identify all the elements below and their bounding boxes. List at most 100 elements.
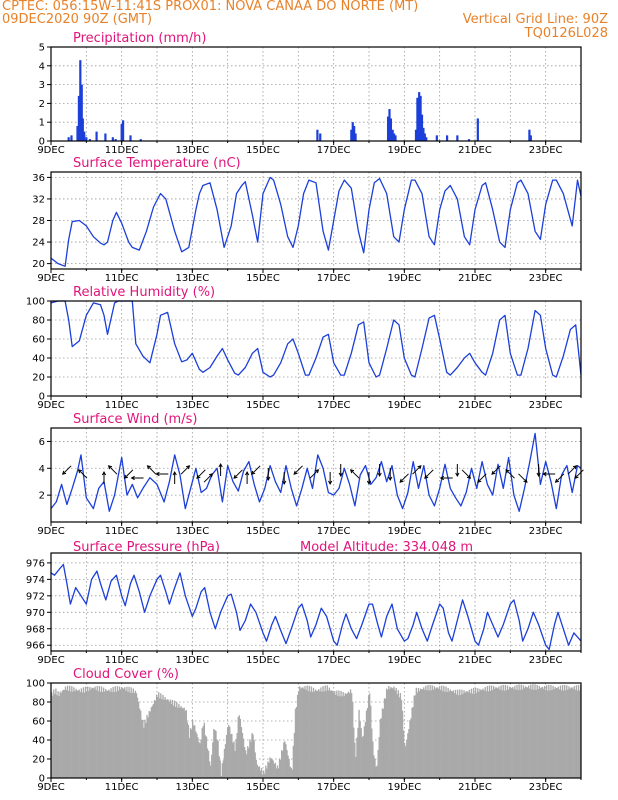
cloud-bar xyxy=(255,759,257,778)
cloud-bar xyxy=(425,685,427,778)
cloud-bar xyxy=(467,692,469,778)
cloud-bar xyxy=(120,687,123,778)
cloud-bar xyxy=(217,740,219,778)
precip-bar xyxy=(420,114,424,141)
cloud-bar xyxy=(166,699,168,778)
cloud-bar xyxy=(495,687,497,778)
precip-bar xyxy=(456,135,459,141)
wind-arrow-head xyxy=(399,478,404,483)
precip-bar xyxy=(389,118,393,141)
cloud-bar xyxy=(106,690,108,778)
cloud-bar xyxy=(278,758,281,778)
cloud-bar xyxy=(454,689,457,778)
y-tick-label: 20 xyxy=(32,373,45,384)
cloud-bar xyxy=(538,686,540,778)
wind-arrow-head xyxy=(417,465,422,470)
cloud-bar xyxy=(531,689,533,778)
cloud-bar xyxy=(449,689,451,778)
cloud-bar xyxy=(137,701,140,778)
cloud-bar xyxy=(168,701,171,778)
x-tick-label: 19DEC xyxy=(387,145,421,156)
cloud-bar xyxy=(395,687,397,778)
cloud-bar xyxy=(394,690,396,778)
x-tick-label: 13DEC xyxy=(175,526,209,537)
cloud-bar xyxy=(244,750,247,778)
cloud-bar xyxy=(322,686,324,778)
cloud-bar xyxy=(109,691,111,778)
cloud-bar xyxy=(383,698,386,778)
cloud-bar xyxy=(234,751,236,778)
panel-3: 2 4 6 9DEC 11DEC 13DEC 15DEC 17DEC 19DEC 21DEC 23D… xyxy=(37,412,584,537)
precip-bar xyxy=(79,60,82,141)
cloud-bar xyxy=(314,689,317,778)
cloud-bar xyxy=(350,693,353,778)
cloud-bar xyxy=(505,690,508,778)
cloud-bar xyxy=(348,693,351,778)
cloud-bar xyxy=(385,688,388,778)
wind-arrow xyxy=(203,473,214,483)
cloud-bar xyxy=(292,745,295,778)
cloud-bar xyxy=(352,701,354,778)
cloud-bar xyxy=(334,691,336,778)
x-tick-label: 15DEC xyxy=(246,655,280,666)
y-tick-label: 972 xyxy=(26,591,45,602)
cloud-bar xyxy=(403,742,406,778)
cloud-bar xyxy=(547,690,549,778)
cloud-bar xyxy=(203,722,205,778)
cloud-bar xyxy=(82,687,85,778)
cloud-bar xyxy=(452,690,455,778)
y-tick-label: 1 xyxy=(39,118,45,129)
cloud-bar xyxy=(231,733,233,778)
y-tick-label: 40 xyxy=(32,354,45,365)
cloud-bar xyxy=(549,690,551,778)
wind-arrow-shaft xyxy=(196,469,206,479)
cloud-bar xyxy=(366,708,369,778)
cloud-bar xyxy=(577,684,580,778)
precip-bar xyxy=(394,135,397,141)
precip-bar xyxy=(316,129,319,141)
cloud-bar xyxy=(559,685,562,778)
cloud-bar xyxy=(126,686,128,778)
cloud-bar xyxy=(573,686,575,778)
x-tick-label: 11DEC xyxy=(105,273,139,284)
cloud-bar xyxy=(272,760,274,778)
x-tick-label: 11DEC xyxy=(105,526,139,537)
cloud-bar xyxy=(438,686,441,778)
x-tick-label: 17DEC xyxy=(317,655,351,666)
y-tick-label: 4 xyxy=(39,464,45,475)
precip-bar xyxy=(435,135,438,141)
x-tick-label: 13DEC xyxy=(175,145,209,156)
cloud-bar xyxy=(519,690,521,778)
cloud-bar xyxy=(213,728,215,778)
wind-arrow-head xyxy=(123,474,129,479)
wind-arrow xyxy=(218,462,223,476)
wind-arrow-shaft xyxy=(147,465,157,475)
cloud-bar xyxy=(469,693,472,778)
y-tick-label: 28 xyxy=(32,216,45,227)
cloud-bar xyxy=(568,686,570,778)
cloud-bar xyxy=(145,722,147,778)
cloud-bar xyxy=(286,750,288,778)
cloud-bar xyxy=(431,685,433,778)
cloud-bar xyxy=(413,695,415,778)
wind-arrow-shaft xyxy=(477,473,487,483)
cloud-bar xyxy=(101,691,104,778)
cloud-bar xyxy=(419,688,422,778)
cloud-bar xyxy=(251,733,253,778)
cloud-bar xyxy=(375,766,377,778)
cloud-bar xyxy=(295,707,298,778)
cloud-bar xyxy=(117,690,120,778)
cloud-bar xyxy=(392,688,394,778)
cloud-bar xyxy=(526,687,529,778)
cloud-bar xyxy=(530,684,532,778)
cloud-bar xyxy=(275,768,278,778)
cloud-bar xyxy=(66,685,69,778)
cloud-bar xyxy=(498,686,500,778)
wind-arrow xyxy=(554,473,565,483)
cloud-bar xyxy=(567,689,569,778)
cloud-bar xyxy=(225,735,228,778)
cloud-bar xyxy=(95,690,97,778)
wind-arrow-head xyxy=(466,474,472,479)
wind-arrow-head xyxy=(328,480,333,486)
panel-5: 0 20 40 60 80 100 9DEC 11DEC 13DEC 15DEC 17DEC 19DE… xyxy=(26,667,582,793)
